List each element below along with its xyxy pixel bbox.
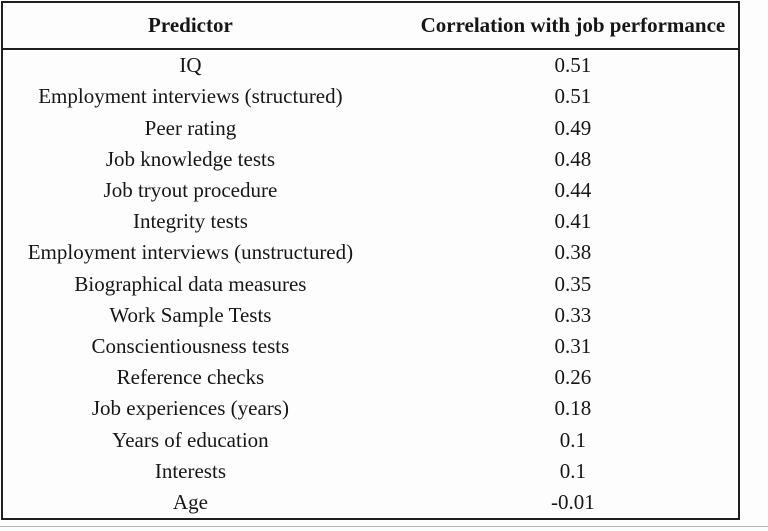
column-header-predictor: Predictor — [148, 13, 233, 37]
correlation-cell: 0.48 — [554, 146, 592, 171]
predictor-cell: IQ — [179, 53, 202, 78]
predictor-cell: Biographical data measures — [74, 271, 307, 296]
table-row: IQ 0.51 — [3, 50, 738, 81]
predictor-cell: Conscientiousness tests — [91, 333, 290, 358]
table-row: Conscientiousness tests 0.31 — [3, 331, 738, 362]
correlation-cell: 0.49 — [554, 115, 592, 140]
predictor-cell: Years of education — [112, 427, 269, 452]
correlation-cell: 0.18 — [554, 396, 592, 421]
predictor-cell: Employment interviews (structured) — [38, 84, 343, 109]
table-row: Employment interviews (structured) 0.51 — [3, 81, 738, 112]
table-header-row: Predictor Correlation with job performan… — [3, 3, 738, 50]
predictor-validity-table: Predictor Correlation with job performan… — [1, 1, 740, 520]
predictor-cell: Age — [172, 489, 208, 514]
predictor-cell: Interests — [154, 458, 226, 483]
table-row: Work Sample Tests 0.33 — [3, 300, 738, 331]
table-row: Biographical data measures 0.35 — [3, 268, 738, 299]
table-row: Age -0.01 — [3, 487, 738, 518]
predictor-cell: Employment interviews (unstructured) — [27, 240, 354, 265]
table-row: Job experiences (years) 0.18 — [3, 393, 738, 424]
table-row: Integrity tests 0.41 — [3, 206, 738, 237]
correlation-cell: 0.51 — [554, 53, 592, 78]
correlation-cell: 0.38 — [554, 240, 592, 265]
table-row: Reference checks 0.26 — [3, 362, 738, 393]
correlation-cell: 0.33 — [554, 302, 592, 327]
table-row: Peer rating 0.49 — [3, 112, 738, 143]
table-row: Job tryout procedure 0.44 — [3, 175, 738, 206]
table-row: Employment interviews (unstructured) 0.38 — [3, 237, 738, 268]
correlation-cell: 0.31 — [554, 333, 592, 358]
predictor-cell: Job knowledge tests — [105, 146, 275, 171]
predictor-cell: Reference checks — [116, 365, 265, 390]
correlation-cell: 0.51 — [554, 84, 592, 109]
table-row: Job knowledge tests 0.48 — [3, 144, 738, 175]
correlation-cell: 0.1 — [559, 458, 587, 483]
predictor-cell: Peer rating — [144, 115, 237, 140]
predictor-cell: Job experiences (years) — [91, 396, 289, 421]
predictor-cell: Job tryout procedure — [103, 177, 278, 202]
correlation-cell: -0.01 — [551, 489, 595, 514]
predictor-cell: Work Sample Tests — [109, 302, 272, 327]
correlation-cell: 0.1 — [559, 427, 587, 452]
scan-edge-line — [0, 526, 768, 527]
column-header-correlation: Correlation with job performance — [420, 13, 726, 37]
predictor-cell: Integrity tests — [132, 209, 248, 234]
table-row: Years of education 0.1 — [3, 424, 738, 455]
correlation-cell: 0.35 — [554, 271, 592, 296]
table-body: IQ 0.51 Employment interviews (structured)… — [3, 50, 738, 518]
correlation-cell: 0.44 — [554, 177, 592, 202]
correlation-cell: 0.41 — [554, 209, 592, 234]
table-row: Interests 0.1 — [3, 456, 738, 487]
correlation-cell: 0.26 — [554, 365, 592, 390]
